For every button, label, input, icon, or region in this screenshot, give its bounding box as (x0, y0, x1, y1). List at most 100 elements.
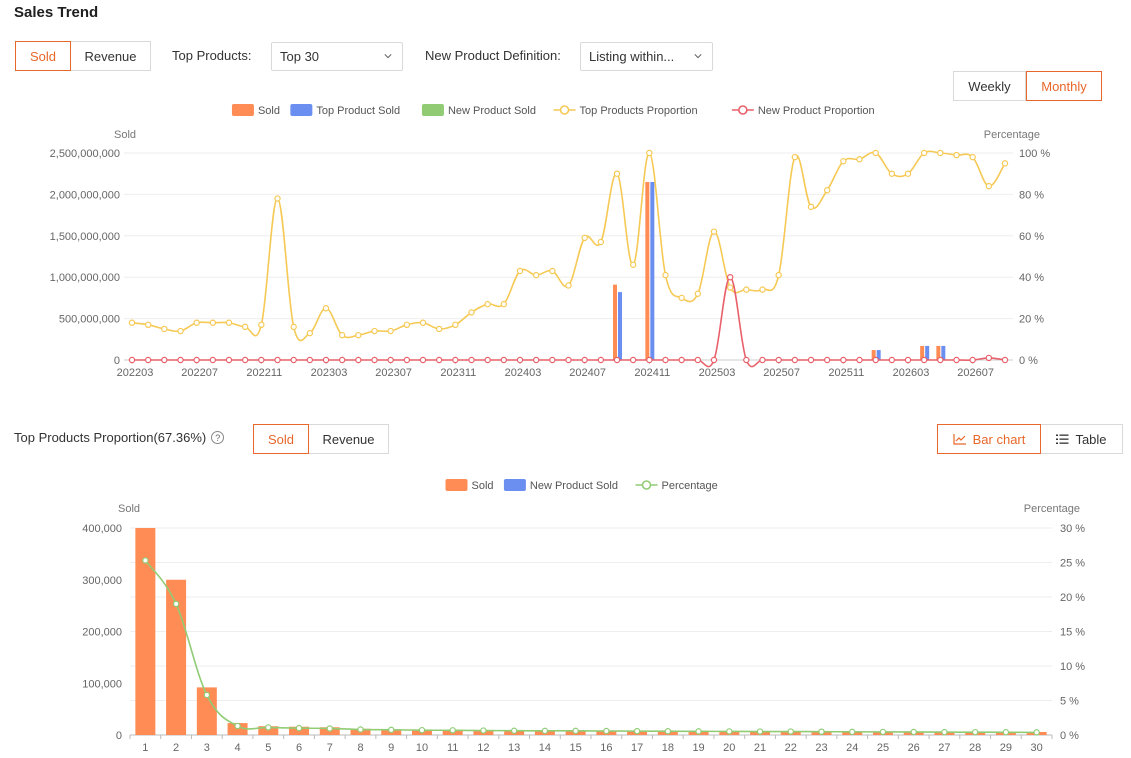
x-tick-label: 5 (265, 742, 271, 754)
new-product-proportion-point (678, 356, 685, 364)
new-product-proportion-point (274, 356, 281, 364)
sold-bar (196, 687, 217, 735)
percentage-point (726, 728, 733, 735)
top-products-proportion-point (678, 294, 685, 302)
percentage-point (910, 728, 917, 736)
top-products-proportion-point (435, 325, 443, 333)
top-products-proportion-point (840, 158, 847, 165)
y-tick-label: 200,000 (82, 627, 122, 639)
top-products-proportion-point (888, 170, 896, 177)
x-tick-label: 23 (815, 742, 827, 754)
sales-trend-chart: Sold Top Product Sold New Product Sold Top … (50, 104, 1050, 379)
proportion-revenue-button[interactable]: Revenue (309, 424, 389, 454)
x-tick-label: 14 (539, 742, 551, 754)
monthly-toggle-button[interactable]: Monthly (1026, 71, 1102, 101)
top-products-proportion-point (565, 282, 572, 289)
x-tick-label: 7 (327, 742, 333, 754)
new-product-definition-select[interactable]: Listing within... (580, 42, 713, 71)
bar-chart-view-button[interactable]: Bar chart (937, 424, 1041, 454)
percentage-point (510, 727, 518, 734)
y2-tick-label: 40 % (1019, 272, 1044, 284)
new-product-proportion-point (306, 356, 314, 364)
top-products-proportion-point (225, 319, 233, 326)
table-view-button[interactable]: Table (1041, 424, 1123, 454)
x-tick-label: 19 (692, 742, 704, 754)
top-products-proportion-title: Top Products Proportion(67.36%) ? (14, 430, 225, 445)
percentage-point (603, 727, 610, 735)
y-tick-label: 1,000,000,000 (50, 272, 120, 284)
top-products-proportion-chart: Sold New Product Sold Percentage Sold Percen… (82, 479, 1085, 754)
x-tick-label: 30 (1031, 742, 1043, 754)
top-products-proportion-point (953, 151, 960, 159)
revenue-toggle-button[interactable]: Revenue (71, 41, 151, 71)
top-products-proportion-point (128, 319, 136, 326)
new-product-proportion-point (452, 356, 459, 364)
new-product-proportion-point (419, 356, 427, 364)
percentage-point (572, 727, 579, 735)
sold-bar (871, 350, 876, 360)
percentage-point (818, 728, 825, 735)
new-product-proportion-point (403, 356, 411, 364)
x-tick-label: 202207 (181, 367, 218, 379)
bar-chart-label: Bar chart (972, 431, 1026, 447)
top-products-proportion-point (549, 267, 556, 275)
percentage-point (142, 557, 149, 564)
new-product-proportion-point (937, 356, 944, 364)
legend-swatch-2 (421, 104, 444, 116)
help-icon[interactable]: ? (211, 431, 225, 444)
x-tick-label: 18 (662, 742, 674, 754)
top-product-sold-bar (925, 345, 930, 360)
percentage-point (941, 728, 948, 736)
top-product-sold-bar (618, 292, 622, 360)
top-products-proportion-point (1001, 160, 1009, 167)
new-product-proportion-point (225, 356, 233, 364)
top-products-proportion-point (355, 331, 362, 339)
percentage-point (203, 691, 211, 699)
new-product-proportion-point (807, 356, 815, 364)
y2-tick-label: 20 % (1060, 592, 1085, 604)
new-product-proportion-point (290, 356, 297, 364)
y2-tick-label: 0 % (1060, 730, 1079, 742)
top-products-proportion-point (177, 327, 184, 335)
y2-axis-label: Percentage (1024, 503, 1080, 515)
new-product-proportion-point (646, 356, 653, 364)
new-product-proportion-point (549, 356, 556, 364)
top-products-proportion-point (807, 203, 815, 211)
y2-tick-label: 0 % (1019, 355, 1038, 367)
x-tick-label: 202311 (440, 367, 476, 379)
new-product-proportion-point (387, 356, 394, 364)
proportion-sold-button[interactable]: Sold (253, 424, 309, 454)
top-products-proportion-point (937, 149, 944, 157)
x-tick-label: 202507 (763, 367, 800, 379)
top-products-proportion-point (500, 300, 508, 308)
new-product-proportion-point (355, 356, 362, 364)
new-product-proportion-point (710, 356, 718, 364)
percentage-point (295, 724, 303, 732)
top-products-proportion-point (662, 271, 669, 279)
percentage-point (787, 728, 794, 735)
legend-swatch-1 (290, 104, 313, 116)
percentage-point (265, 724, 272, 731)
x-tick-label: 12 (477, 742, 489, 754)
weekly-toggle-button[interactable]: Weekly (953, 71, 1026, 101)
top-products-proportion-point (193, 319, 200, 326)
top-products-proportion-point (872, 149, 879, 157)
percentage-line (144, 559, 1037, 734)
percentage-point (388, 726, 395, 734)
top-products-proportion-point (904, 170, 912, 177)
x-tick-label: 11 (447, 742, 458, 754)
percentage-point (756, 728, 764, 735)
view-toggle: Bar chart Table (937, 424, 1123, 454)
sold-toggle-button[interactable]: Sold (15, 41, 71, 71)
top-products-select[interactable]: Top 30 (271, 42, 403, 71)
new-product-proportion-point (435, 356, 443, 364)
new-product-proportion-point (581, 356, 588, 364)
new-product-proportion-point (904, 356, 912, 364)
percentage-point (664, 728, 672, 735)
y2-tick-label: 80 % (1019, 189, 1044, 201)
new-product-proportion-point (322, 356, 330, 364)
y-tick-label: 300,000 (82, 575, 122, 587)
new-product-proportion-point (694, 356, 702, 364)
x-tick-label: 8 (357, 742, 363, 754)
percentage-point (541, 727, 549, 735)
